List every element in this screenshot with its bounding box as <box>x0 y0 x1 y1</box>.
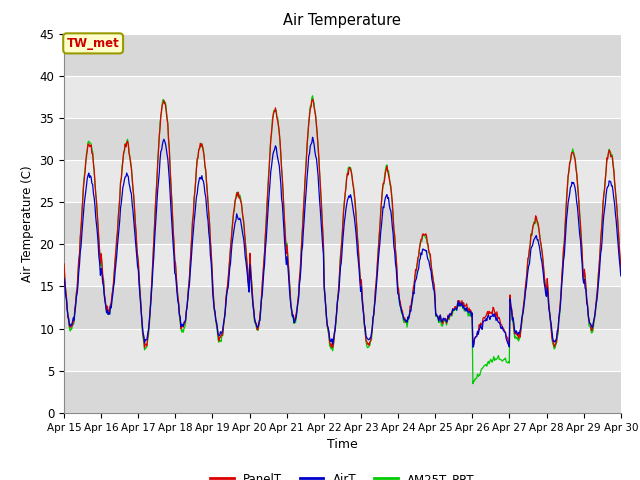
PanelT <box>214 332 222 337</box>
AirT <box>127 191 135 196</box>
Line: PanelT: PanelT <box>64 99 621 348</box>
AirT <box>184 296 192 301</box>
Text: TW_met: TW_met <box>67 37 120 50</box>
Bar <box>64 118 621 160</box>
PanelT <box>308 96 316 102</box>
AM25T_PRT <box>469 381 477 386</box>
AM25T_PRT <box>60 262 68 267</box>
Y-axis label: Air Temperature (C): Air Temperature (C) <box>21 165 34 281</box>
X-axis label: Time: Time <box>327 438 358 451</box>
AirT <box>214 325 221 331</box>
AirT <box>70 317 78 323</box>
Line: AM25T_PRT: AM25T_PRT <box>64 96 621 384</box>
AirT <box>60 276 68 281</box>
AM25T_PRT <box>214 329 221 335</box>
PanelT <box>141 345 148 350</box>
AM25T_PRT <box>617 266 625 272</box>
AirT <box>428 268 435 274</box>
PanelT <box>185 283 193 289</box>
Bar <box>64 371 621 413</box>
AM25T_PRT <box>308 93 316 99</box>
Bar <box>64 287 621 328</box>
Bar <box>64 160 621 202</box>
AM25T_PRT <box>127 164 135 170</box>
PanelT <box>617 265 625 271</box>
Bar <box>64 328 621 371</box>
Bar <box>64 244 621 287</box>
AirT <box>617 273 625 279</box>
Line: AirT: AirT <box>64 137 621 347</box>
AirT <box>469 344 477 350</box>
AirT <box>308 134 316 140</box>
PanelT <box>60 261 68 267</box>
PanelT <box>412 266 419 272</box>
AM25T_PRT <box>411 275 419 280</box>
PanelT <box>70 317 78 323</box>
AM25T_PRT <box>428 263 435 268</box>
PanelT <box>428 268 436 274</box>
Title: Air Temperature: Air Temperature <box>284 13 401 28</box>
PanelT <box>127 166 135 171</box>
AM25T_PRT <box>70 319 78 325</box>
Bar <box>64 202 621 244</box>
Bar <box>64 34 621 76</box>
Bar <box>64 76 621 118</box>
AM25T_PRT <box>184 293 192 299</box>
AirT <box>411 280 419 286</box>
Legend: PanelT, AirT, AM25T_PRT: PanelT, AirT, AM25T_PRT <box>205 468 479 480</box>
